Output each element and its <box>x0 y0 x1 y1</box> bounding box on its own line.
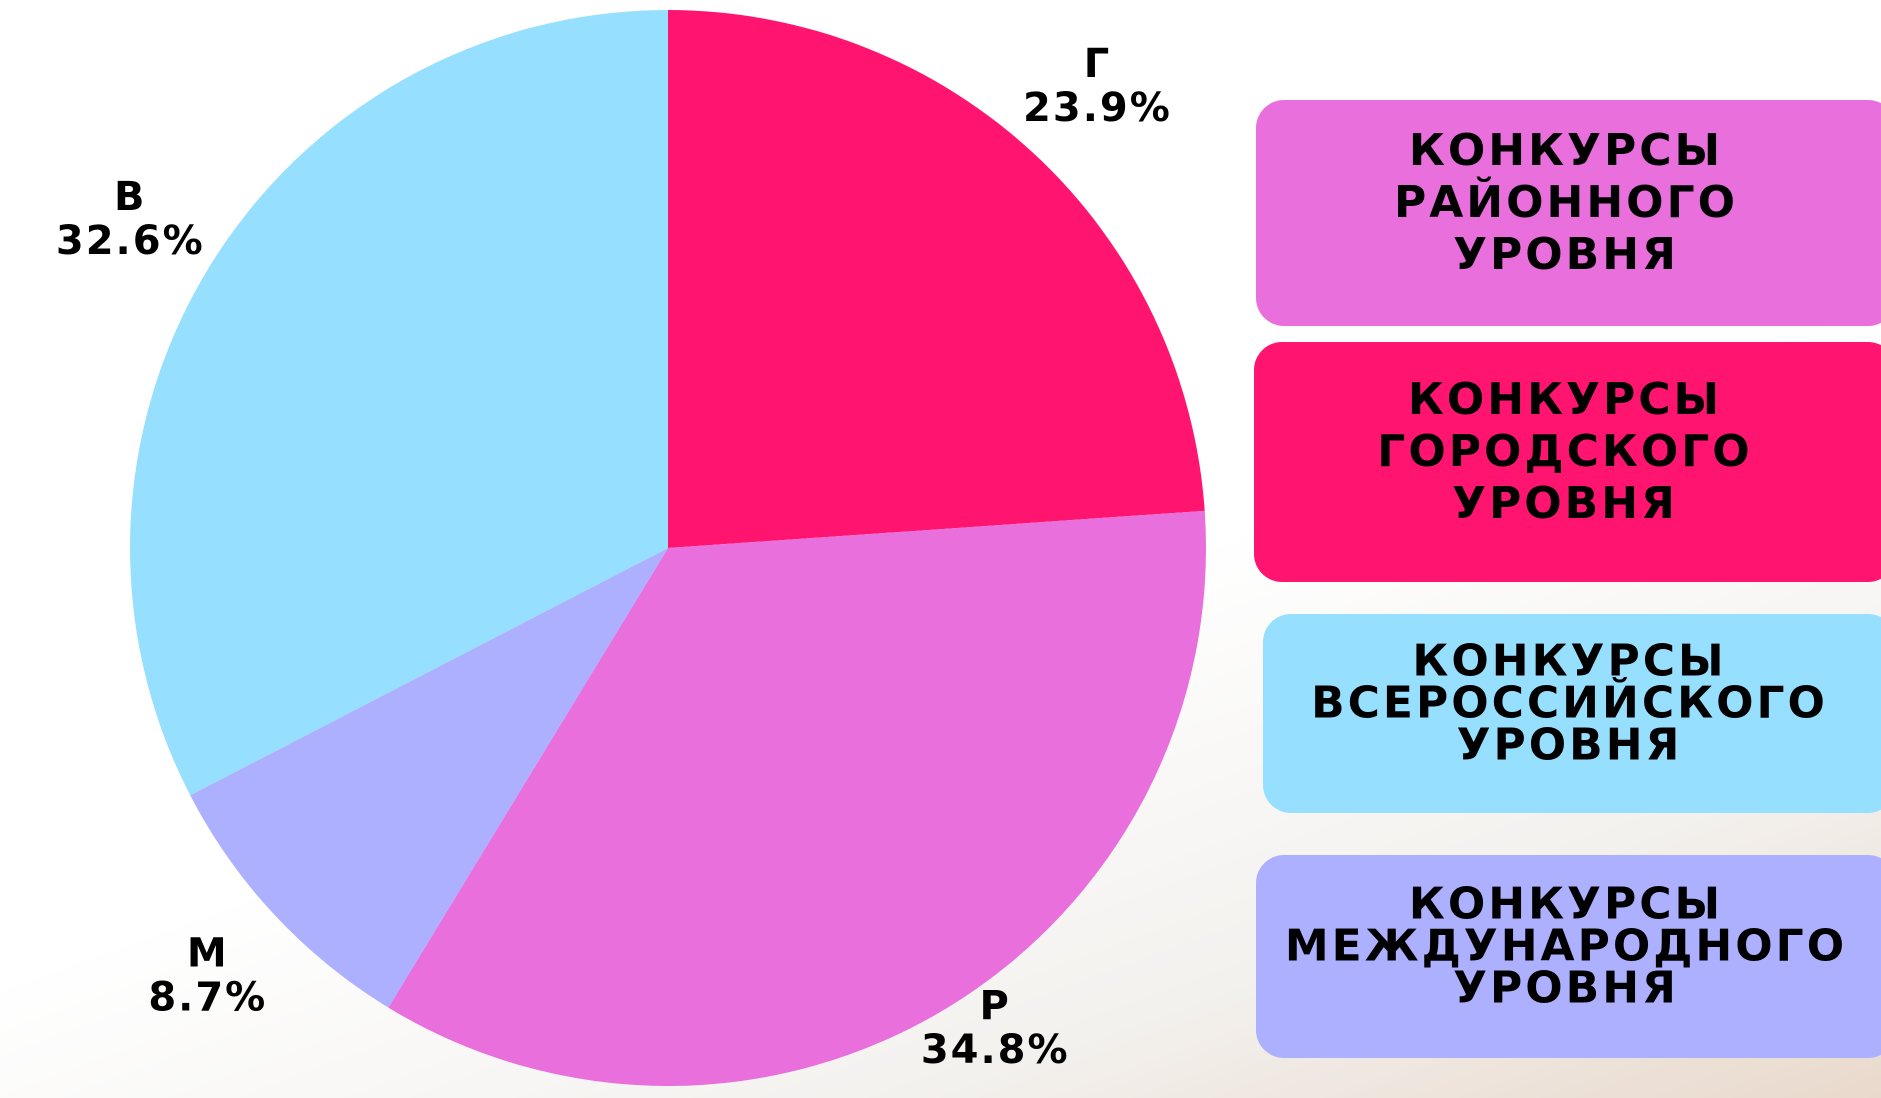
legend-box <box>1256 855 1881 1058</box>
legend-text: КОНКУРСЫ <box>1412 636 1726 687</box>
legend-text: УРОВНЯ <box>1452 478 1678 529</box>
legend-text: УРОВНЯ <box>1453 229 1679 280</box>
slice-category: Р <box>980 983 1011 1029</box>
slice-category: Г <box>1084 41 1112 87</box>
slice-value-label: 8.7% <box>148 974 267 1020</box>
legend-text: КОНКУРСЫ <box>1408 374 1722 425</box>
slice-value-label: 23.9% <box>1023 85 1172 131</box>
legend-text: УРОВНЯ <box>1457 720 1683 771</box>
legend-text: КОНКУРСЫ <box>1409 879 1723 930</box>
legend-text: РАЙОННОГО <box>1394 175 1738 228</box>
pie-slice <box>190 548 668 1008</box>
legend-text: ВСЕРОССИЙСКОГО <box>1311 676 1828 729</box>
legend-text: КОНКУРСЫ <box>1409 125 1723 176</box>
pie-slice <box>668 10 1205 548</box>
slice-category: В <box>114 174 147 220</box>
legend-text: УРОВНЯ <box>1453 963 1679 1014</box>
slice-value-label: 34.8% <box>921 1027 1070 1073</box>
slice-category: М <box>187 930 229 976</box>
legend-box <box>1256 100 1881 326</box>
legend-box <box>1263 614 1881 813</box>
legend-text: ГОРОДСКОГО <box>1377 426 1752 477</box>
legend-box <box>1254 342 1881 582</box>
pie-slice <box>130 10 669 796</box>
legend-text: МЕЖДУНАРОДНОГО <box>1285 921 1847 972</box>
pie-slice <box>388 510 1206 1086</box>
slice-value-label: 32.6% <box>56 218 205 264</box>
